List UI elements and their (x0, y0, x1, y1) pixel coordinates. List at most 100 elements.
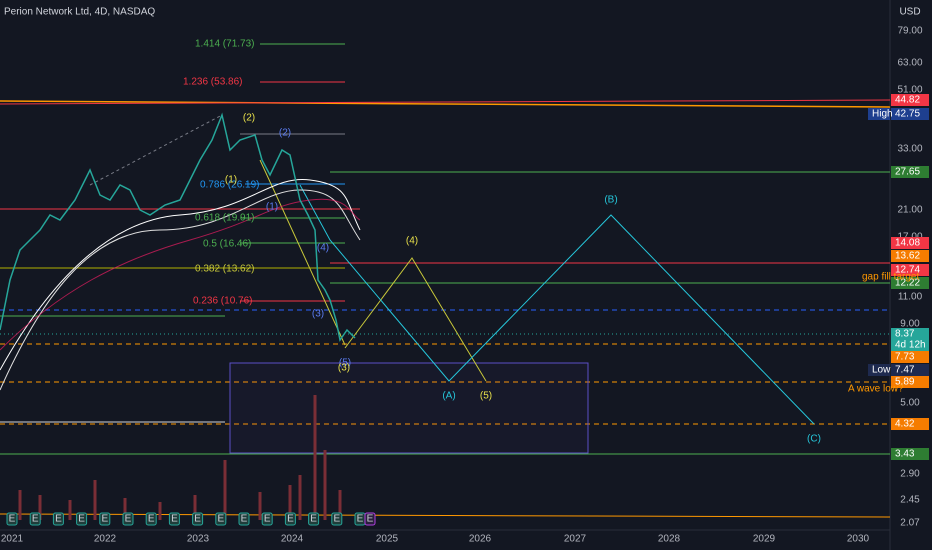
price-series (0, 112, 356, 342)
earnings-icon (331, 512, 343, 526)
price-tag (891, 237, 929, 249)
moving-average (0, 198, 361, 351)
earnings-icon-label: E (9, 514, 16, 525)
price-tag-label: 7.73 (895, 352, 915, 363)
chart-title: Perion Network Ltd, 4D, NASDAQ (4, 7, 155, 18)
price-tag (891, 448, 929, 460)
wave-label: (2) (279, 128, 291, 139)
fib-anchor (89, 114, 223, 186)
price-tag-label: 42.75 (895, 109, 920, 120)
wave-projection (259, 159, 346, 346)
earnings-icon-label: E (171, 514, 178, 525)
price-tag (891, 166, 929, 178)
price-tag-marker (868, 108, 890, 120)
price-axis-label: 21.00 (897, 205, 922, 216)
earnings-icon-label: E (217, 514, 224, 525)
price-axis-label: 9.00 (900, 319, 920, 330)
price-tag (891, 264, 929, 276)
price-tag-label: 5.89 (895, 377, 915, 388)
price-axis-label: 2.07 (900, 518, 920, 529)
price-tag-label: 27.65 (895, 167, 920, 178)
price-tag-marker (868, 364, 890, 376)
fib-label: 0.236 (10.76) (193, 296, 253, 307)
earnings-icon (76, 512, 88, 526)
trend-line (0, 99, 891, 105)
drawings (0, 43, 891, 520)
fib-label: 0.5 (16.46) (203, 239, 251, 250)
wave-label: (B) (604, 195, 617, 206)
time-axis-label: 2028 (658, 534, 681, 545)
price-tag-label: 4.32 (895, 419, 915, 430)
earnings-icon-label: E (78, 514, 85, 525)
earnings-icon (122, 512, 134, 526)
wave-label: (5) (480, 391, 492, 402)
earnings-icon-label: E (101, 514, 108, 525)
price-axis-label: 2.90 (900, 469, 920, 480)
price-tag-label: 4d 12h (895, 340, 926, 351)
wave-label: (3) (338, 363, 350, 374)
wave-label: (4) (317, 243, 329, 254)
price-tag-marker-label: Low (872, 365, 891, 376)
wave-label: (4) (406, 236, 418, 247)
earnings-icon-label: E (125, 514, 132, 525)
price-axis-label: 5.00 (900, 398, 920, 409)
earnings-icon (261, 512, 273, 526)
time-axis-label: 2026 (469, 534, 492, 545)
price-tag-label: 8.37 (895, 329, 915, 340)
fib-label: 1.414 (71.73) (195, 39, 255, 50)
annotation: A wave low? (848, 384, 904, 395)
price-tag-label: 7.47 (895, 365, 915, 376)
earnings-icon-label: E (357, 514, 364, 525)
earnings-icon (192, 512, 204, 526)
annotation: gap fill target (862, 272, 919, 283)
earnings-icon (168, 512, 180, 526)
wave-label: (5) (339, 358, 351, 369)
price-axis-label: 2.45 (900, 495, 920, 506)
earnings-icon-label: E (241, 514, 248, 525)
wave-projection (299, 184, 815, 425)
price-tag-label: 14.08 (895, 238, 920, 249)
earnings-icon (238, 512, 250, 526)
currency-label[interactable]: USD (899, 7, 920, 18)
earnings-icon (52, 512, 64, 526)
price-tag (891, 418, 929, 430)
earnings-icon-label: E (333, 514, 340, 525)
earnings-icon-label: E (264, 514, 271, 525)
wave-label: (3) (312, 309, 324, 320)
earnings-icon (6, 512, 18, 526)
fib-label: 0.618 (19.91) (195, 213, 255, 224)
earnings-icon (145, 512, 157, 526)
event-icon (364, 512, 376, 526)
price-tag-marker-label: High (872, 109, 893, 120)
price-tag (891, 351, 929, 363)
time-axis-label: 2030 (847, 534, 870, 545)
price-axis-label: 51.00 (897, 85, 922, 96)
earnings-icon (29, 512, 41, 526)
trend-line (0, 100, 891, 108)
price-axis-label: 33.00 (897, 144, 922, 155)
price-axis-label: 79.00 (897, 26, 922, 37)
time-axis-label: 2023 (187, 534, 210, 545)
price-tag-label: 12.22 (895, 278, 920, 289)
time-axis-label: 2027 (564, 534, 587, 545)
price-tag (891, 277, 929, 289)
wave-label: (1) (225, 175, 237, 186)
wave-label: (C) (807, 434, 821, 445)
price-tag (891, 376, 929, 388)
earnings-icon (215, 512, 227, 526)
price-tag-label: 13.62 (895, 251, 920, 262)
event-icon-label: E (367, 514, 374, 525)
volume-bars (18, 395, 342, 520)
time-axis-label: 2024 (281, 534, 304, 545)
earnings-icon-label: E (310, 514, 317, 525)
price-tag (891, 328, 929, 340)
price-tag (891, 250, 929, 262)
wave-projection (344, 257, 487, 382)
wave-label: (2) (243, 113, 255, 124)
price-tag (891, 94, 929, 106)
wave-label: (A) (442, 391, 455, 402)
price-tag-label: 44.82 (895, 95, 920, 106)
moving-average (0, 189, 361, 391)
